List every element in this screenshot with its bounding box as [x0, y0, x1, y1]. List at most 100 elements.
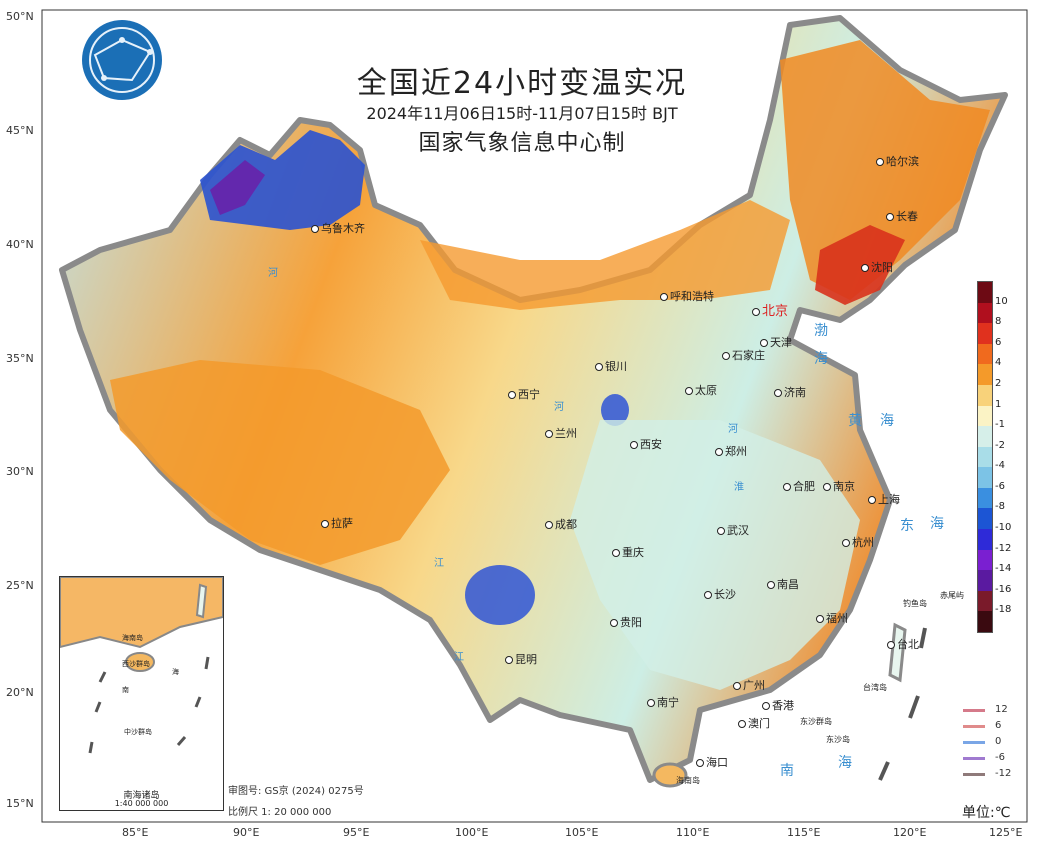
city-label: 海口: [696, 754, 728, 770]
colorbar-label: -8: [995, 501, 1005, 513]
colorbar-label: 8: [995, 316, 1002, 328]
colorbar-swatch: [978, 343, 992, 365]
warm-region-tibet: [110, 360, 450, 565]
island-label: 海南岛: [676, 776, 700, 785]
contour-legend-label: 6: [995, 720, 1002, 731]
contour-line-swatch: [963, 773, 985, 776]
island-label: 台湾岛: [863, 683, 887, 692]
review-number: 审图号: GS京 (2024) 0275号: [228, 786, 364, 797]
city-dot-icon: [704, 591, 712, 599]
city-name: 重庆: [622, 546, 644, 559]
river-label: 河: [554, 402, 564, 413]
city-dot-icon: [715, 448, 723, 456]
city-dot-icon: [696, 759, 704, 767]
inset-label: 海南岛: [122, 634, 143, 642]
city-name: 西宁: [518, 388, 540, 401]
latitude-label: 40°N: [6, 238, 34, 251]
colorbar-label: 6: [995, 336, 1002, 348]
inset-label: 海: [172, 668, 179, 676]
city-name: 福州: [826, 612, 848, 625]
south-china-sea-inset: 海南岛 西沙群岛 中沙群岛 南 海 南海诸岛 1:40 000 000: [59, 576, 224, 811]
city-dot-icon: [508, 391, 516, 399]
city-dot-icon: [660, 293, 668, 301]
city-name: 北京: [762, 304, 789, 319]
sea-label: 南: [780, 763, 794, 779]
colorbar-swatch: [978, 549, 992, 571]
city-label: 郑州: [715, 443, 747, 459]
city-name: 成都: [555, 518, 577, 531]
longitude-label: 105°E: [565, 826, 599, 839]
colorbar-swatch: [978, 323, 992, 345]
city-name: 昆明: [515, 653, 537, 666]
contour-legend-label: -6: [995, 752, 1005, 763]
map-frame: [41, 9, 1028, 823]
city-label: 拉萨: [321, 515, 353, 531]
city-name: 太原: [695, 384, 717, 397]
inset-canvas: [60, 577, 223, 754]
colorbar-swatch: [978, 302, 992, 324]
longitude-label: 85°E: [122, 826, 149, 839]
river-label: 淮: [734, 482, 744, 493]
city-label: 昆明: [505, 651, 537, 667]
longitude-label: 115°E: [787, 826, 821, 839]
city-dot-icon: [760, 339, 768, 347]
city-label: 长沙: [704, 586, 736, 602]
inset-scale: 1:40 000 000: [114, 799, 169, 808]
warm-band-north: [420, 200, 790, 310]
city-name: 上海: [878, 493, 900, 506]
river-label: 河: [728, 424, 738, 435]
city-dot-icon: [321, 520, 329, 528]
city-label: 乌鲁木齐: [311, 220, 365, 236]
map-issuer: 国家气象信息中心制: [418, 131, 626, 156]
city-dot-icon: [823, 483, 831, 491]
latitude-label: 30°N: [6, 465, 34, 478]
latitude-label: 45°N: [6, 124, 34, 137]
city-name: 广州: [743, 679, 765, 692]
city-name: 银川: [605, 360, 627, 373]
city-label: 合肥: [783, 478, 815, 494]
city-dot-icon: [886, 213, 894, 221]
city-dot-icon: [595, 363, 603, 371]
city-dot-icon: [752, 307, 760, 316]
city-label: 重庆: [612, 544, 644, 560]
longitude-label: 95°E: [343, 826, 370, 839]
city-dot-icon: [612, 549, 620, 557]
map-time-range: 2024年11月06日15时-11月07日15时 BJT: [366, 104, 678, 123]
city-name: 兰州: [555, 427, 577, 440]
city-label: 济南: [774, 384, 806, 400]
island-label: 钓鱼岛: [903, 599, 927, 608]
contour-legend-label: 12: [995, 704, 1008, 715]
city-label: 西安: [630, 436, 662, 452]
colorbar-swatch: [978, 570, 992, 592]
city-label: 长春: [886, 208, 918, 224]
latitude-label: 20°N: [6, 686, 34, 699]
longitude-label: 90°E: [233, 826, 260, 839]
city-name: 南宁: [657, 696, 679, 709]
city-name: 南昌: [777, 578, 799, 591]
colorbar-label: -1: [995, 419, 1005, 431]
city-label: 福州: [816, 610, 848, 626]
city-label: 武汉: [717, 522, 749, 538]
city-dot-icon: [610, 619, 618, 627]
city-label: 北京: [752, 300, 788, 319]
colorbar-label: -6: [995, 480, 1005, 492]
colorbar-swatch: [978, 487, 992, 509]
sea-label: 海: [930, 516, 944, 532]
city-name: 呼和浩特: [670, 290, 714, 303]
city-name: 合肥: [793, 480, 815, 493]
sea-label: 东: [900, 518, 914, 534]
city-name: 郑州: [725, 445, 747, 458]
colorbar-swatch: [978, 364, 992, 386]
cold-core-xinjiang: [210, 160, 265, 215]
sea-label: 渤: [814, 323, 828, 339]
city-label: 香港: [762, 697, 794, 713]
city-dot-icon: [774, 389, 782, 397]
city-label: 沈阳: [861, 259, 893, 275]
city-label: 哈尔滨: [876, 153, 919, 169]
inset-label: 西沙群岛: [122, 660, 150, 668]
latitude-label: 25°N: [6, 579, 34, 592]
city-name: 石家庄: [732, 349, 765, 362]
south-sea-boundary-dashes: [878, 627, 927, 781]
city-dot-icon: [545, 430, 553, 438]
